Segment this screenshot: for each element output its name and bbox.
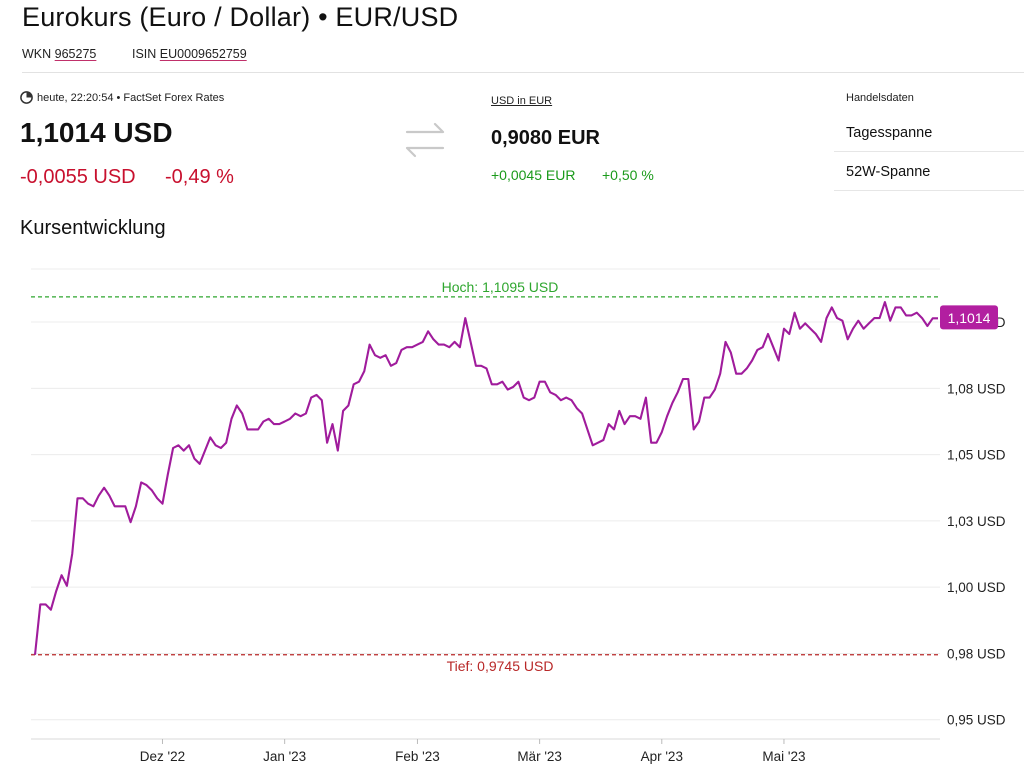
inverse-change-percent: +0,50 %: [602, 167, 654, 183]
x-tick-label: Feb '23: [395, 749, 440, 764]
current-price: 1,1014 USD: [20, 117, 173, 148]
y-tick-label: 0,95 USD: [947, 713, 1006, 728]
quote-timestamp: heute, 22:20:54 • FactSet Forex Rates: [20, 91, 224, 104]
high-label: Hoch: 1,1095 USD: [442, 279, 559, 295]
isin-link[interactable]: EU0009652759: [159, 47, 247, 61]
y-tick-label: 1,03 USD: [947, 514, 1006, 529]
inverse-rate-link[interactable]: USD in EUR: [491, 95, 553, 107]
last-price-badge: [940, 305, 998, 330]
wkn-link[interactable]: 965275: [54, 47, 97, 61]
header-divider: [22, 72, 1024, 73]
swap-currency-icon[interactable]: [403, 120, 447, 160]
y-tick-label: 1,08 USD: [947, 381, 1006, 396]
change-percent: -0,49 %: [165, 166, 234, 188]
y-tick-label: 1,05 USD: [947, 448, 1006, 463]
last-price-badge-label: 1,1014: [948, 310, 991, 326]
trading-data-title: Handelsdaten: [846, 92, 914, 104]
clock-icon: [20, 91, 33, 104]
y-tick-label: 0,98 USD: [947, 646, 1006, 661]
page-title: Eurokurs (Euro / Dollar) • EUR/USD: [22, 2, 459, 32]
price-chart[interactable]: Hoch: 1,1095 USD Tief: 0,9745 USD 0,95 US…: [0, 255, 1024, 774]
x-tick-label: Mär '23: [517, 749, 562, 764]
low-label: Tief: 0,9745 USD: [447, 658, 554, 674]
price-line: [33, 301, 938, 655]
timestamp-text: heute, 22:20:54 • FactSet Forex Rates: [37, 91, 225, 104]
change-absolute: -0,0055 USD: [20, 166, 136, 188]
inverse-price: 0,9080 EUR: [491, 127, 600, 149]
wkn-label: WKN: [22, 47, 52, 61]
y-tick-label: 1,00 USD: [947, 580, 1006, 595]
x-tick-label: Dez '22: [140, 749, 185, 764]
x-tick-label: Mai '23: [762, 749, 805, 764]
section-title: Kursentwicklung: [20, 217, 166, 239]
trading-row-day-range[interactable]: Tagesspanne: [834, 114, 1024, 152]
isin-field: ISIN EU0009652759: [132, 47, 247, 61]
inverse-change-absolute: +0,0045 EUR: [491, 167, 576, 183]
x-tick-label: Jan '23: [263, 749, 306, 764]
trading-row-52w-range[interactable]: 52W-Spanne: [834, 153, 1024, 191]
isin-label: ISIN: [132, 47, 157, 61]
wkn-field: WKN 965275: [22, 47, 96, 61]
x-tick-label: Apr '23: [641, 749, 683, 764]
